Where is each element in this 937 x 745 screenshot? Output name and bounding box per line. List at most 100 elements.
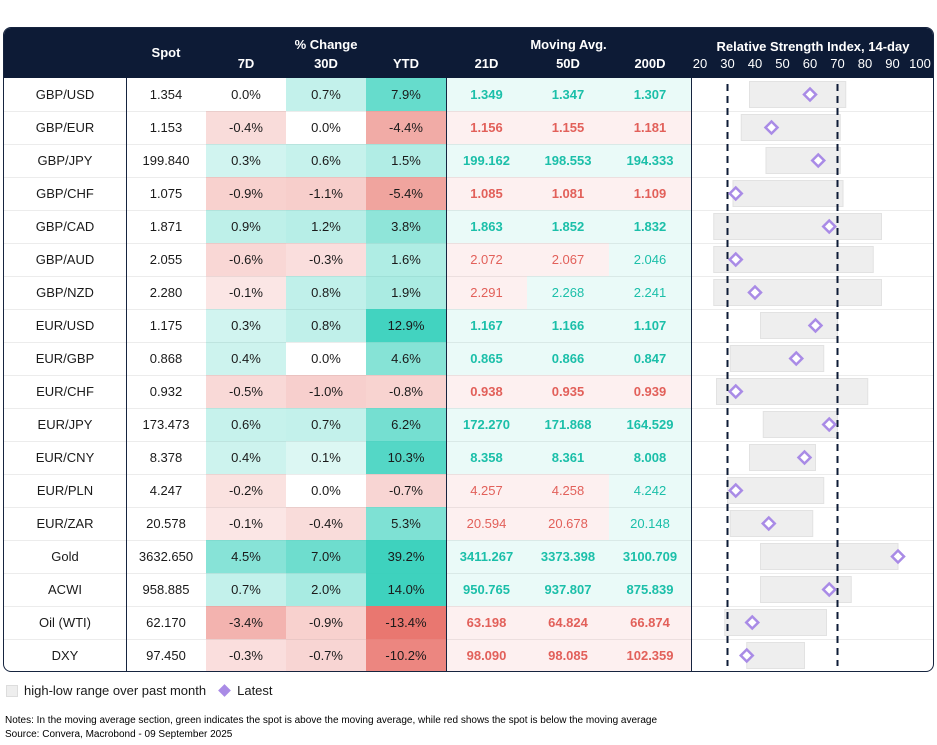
cell-d30: 1.2% [286,210,366,243]
cell-d7: 0.3% [206,144,286,177]
cell-ma50: 20.678 [527,507,609,540]
cell-spot: 62.170 [146,615,186,630]
cell-ytd: 7.9% [366,78,446,111]
cell-ma21: 1.167 [446,309,527,342]
cell-ytd: 6.2% [366,408,446,441]
cell-ytd: 1.6% [366,243,446,276]
cell-ytd: 39.2% [366,540,446,573]
cell-ma50: 64.824 [527,606,609,639]
cell-ma200: 20.148 [609,507,691,540]
table-row: Oil (WTI) 62.170 -3.4% -0.9% -13.4% 63.198 64.… [4,606,933,640]
cell-spot: 4.247 [149,483,183,498]
cell-ytd: -4.4% [366,111,446,144]
cell-ytd: -13.4% [366,606,446,639]
cell-ma50: 0.866 [527,342,609,375]
cell-d7: -0.3% [206,639,286,671]
header-pct-change: % Change [294,37,358,52]
cell-ma50: 1.852 [527,210,609,243]
cell-name: EUR/GBP [35,351,95,366]
cell-d30: -1.1% [286,177,366,210]
cell-ma21: 950.765 [446,573,527,606]
cell-name: EUR/CHF [36,384,94,399]
cell-ma50: 1.347 [527,78,609,111]
rsi-latest-marker [802,86,818,103]
rsi-latest-marker [890,548,906,565]
rsi-range-bar [760,576,852,603]
rsi-range-bar [724,609,827,636]
rsi-tick-40: 40 [747,56,763,71]
rsi-latest-marker [744,614,761,631]
table-row: EUR/USD 1.175 0.3% 0.8% 12.9% 1.167 1.166 1.107 [4,309,933,343]
fx-dashboard-table: Spot % Change 7D 30D YTD Moving Avg. 21D… [3,27,934,672]
header-7d: 7D [237,56,255,71]
cell-ma50: 1.155 [527,111,609,144]
cell-d30: -0.9% [286,606,366,639]
cell-d30: 2.0% [286,573,366,606]
cell-name: EUR/JPY [37,417,93,432]
table-row: EUR/CNY 8.378 0.4% 0.1% 10.3% 8.358 8.361 8.008 [4,441,933,475]
header-moving-avg: Moving Avg. [530,37,607,52]
cell-d30: 0.7% [286,408,366,441]
rsi-latest-marker [810,152,827,169]
rsi-latest-marker [738,647,755,664]
cell-ytd: 14.0% [366,573,446,606]
cell-d30: 7.0% [286,540,366,573]
cell-ma50: 171.868 [527,408,609,441]
cell-name: GBP/USD [35,87,95,102]
cell-d30: -0.3% [286,243,366,276]
cell-d30: 0.6% [286,144,366,177]
cell-ytd: -5.4% [366,177,446,210]
cell-spot: 1.075 [149,186,183,201]
cell-name: Gold [51,549,79,564]
rsi-range-bar [760,543,899,570]
cell-name: GBP/AUD [35,252,95,267]
rsi-latest-marker [760,515,777,532]
cell-ma50: 2.067 [527,243,609,276]
rsi-range-bar [740,114,841,141]
cell-spot: 3632.650 [138,549,194,564]
rsi-latest-marker [727,482,744,499]
rsi-latest-marker [821,581,838,598]
cell-d7: 0.3% [206,309,286,342]
rsi-range-bar [729,345,825,372]
cell-ma50: 937.807 [527,573,609,606]
cell-d30: -0.7% [286,639,366,671]
rsi-range-bar [713,213,882,240]
table-row: GBP/NZD 2.280 -0.1% 0.8% 1.9% 2.291 2.268 2.241 [4,276,933,310]
table-row: GBP/USD 1.354 0.0% 0.7% 7.9% 1.349 1.347 1.307 [4,78,933,112]
cell-d30: 0.0% [311,351,341,366]
cell-ma21: 4.257 [446,474,527,507]
cell-spot: 173.473 [142,417,190,432]
header-rsi-title: Relative Strength Index, 14-day [716,39,910,54]
cell-ytd: 3.8% [366,210,446,243]
cell-spot: 1.871 [149,219,183,234]
cell-ma21: 2.291 [446,276,527,309]
notes-text: Notes: In the moving average section, gr… [5,715,658,726]
cell-ma200: 1.832 [609,210,691,243]
table-header: Spot % Change 7D 30D YTD Moving Avg. 21D… [4,28,933,78]
cell-d7: -0.6% [206,243,286,276]
cell-spot: 958.885 [142,582,190,597]
cell-d30: -0.4% [286,507,366,540]
cell-d7: -0.5% [206,375,286,408]
table-row: DXY 97.450 -0.3% -0.7% -10.2% 98.090 98.085 102… [4,639,933,671]
source-text: Source: Convera, Macrobond - 09 Septembe… [5,729,233,740]
cell-spot: 0.932 [149,384,183,399]
table-row: GBP/EUR 1.153 -0.4% 0.0% -4.4% 1.156 1.155 1.18… [4,111,933,145]
rsi-latest-marker [807,317,824,334]
cell-ma50: 3373.398 [527,540,609,573]
table-row: EUR/PLN 4.247 -0.2% 0.0% -0.7% 4.257 4.258 4.24… [4,474,933,508]
cell-spot: 1.153 [149,120,183,135]
legend-latest-diamond-icon [218,684,231,697]
cell-d7: -0.9% [206,177,286,210]
cell-name: EUR/PLN [36,483,94,498]
cell-name: GBP/EUR [35,120,95,135]
rsi-latest-marker [821,416,838,433]
rsi-range-bar [732,180,844,207]
divider-names [126,78,127,671]
cell-ma200: 0.939 [609,375,691,408]
rsi-latest-marker [727,185,744,202]
cell-ma200: 66.874 [609,606,691,639]
rsi-latest-marker [788,350,805,367]
cell-ytd: 5.3% [366,507,446,540]
